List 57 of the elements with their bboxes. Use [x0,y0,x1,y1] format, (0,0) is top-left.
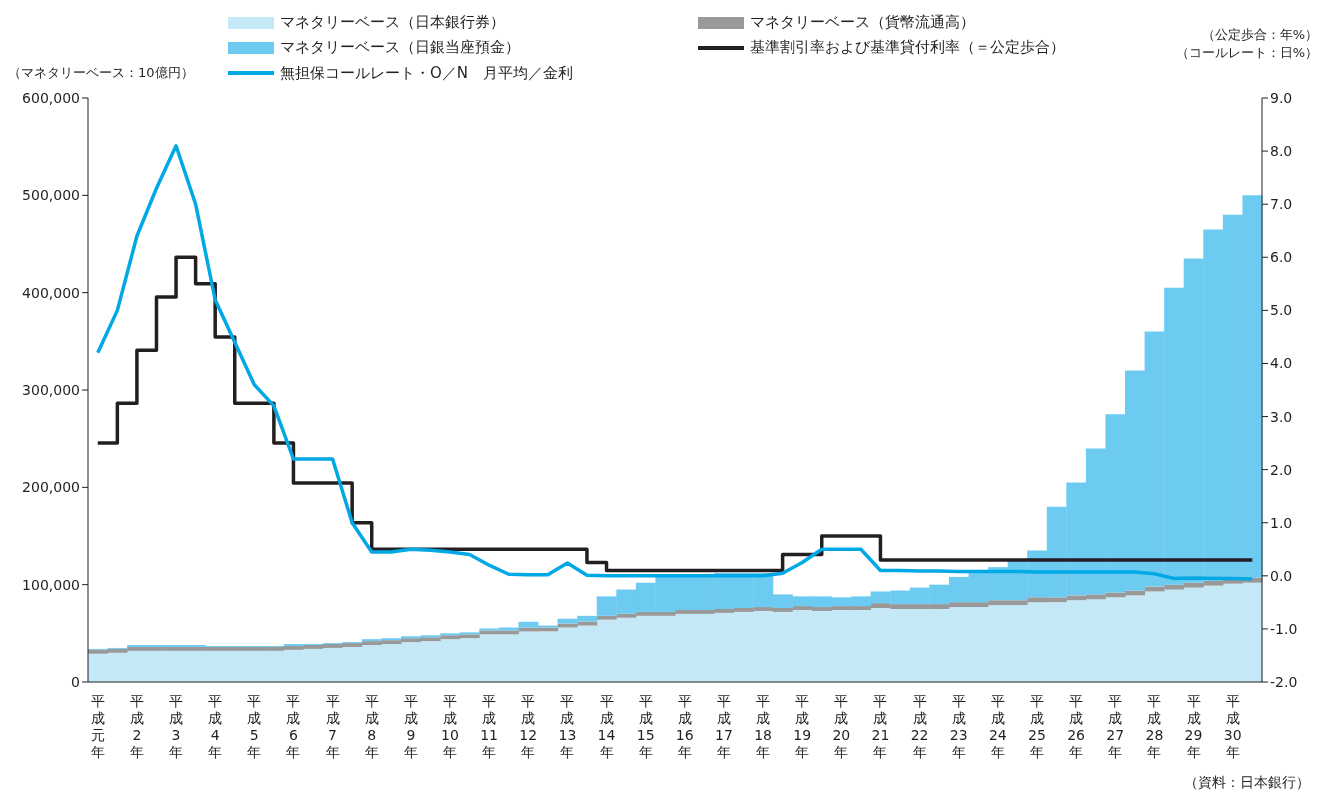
x-tick-label: 平成6年 [286,693,301,760]
y2-tick-label: 3.0 [1270,408,1293,425]
x-tick-label: 平成20年 [832,693,851,760]
y-tick-label: 200,000 [22,479,80,496]
x-tick-label: 平成8年 [364,693,379,760]
x-tick-label: 平成14年 [597,693,616,760]
y2-tick-label: 9.0 [1270,89,1293,106]
x-tick-label: 平成30年 [1223,693,1242,760]
y2-tick-label: 6.0 [1270,249,1293,266]
x-tick-label: 平成26年 [1067,693,1086,760]
legend-label: マネタリーベース（貨幣流通高） [750,13,975,33]
y-tick-label: 500,000 [22,187,80,204]
y-tick-label: 600,000 [22,89,80,106]
x-tick-label: 平成17年 [715,693,733,760]
x-tick-label: 平成15年 [636,693,655,760]
legend-label: 無担保コールレート・O／N 月平均／金利 [280,63,574,83]
x-tick-label: 平成24年 [988,693,1007,760]
x-tick-label: 平成7年 [325,693,340,760]
x-tick-label: 平成10年 [441,693,459,760]
x-tick-label: 平成5年 [247,693,262,760]
x-tick-label: 平成29年 [1184,693,1203,760]
y2-tick-label: 8.0 [1270,143,1293,160]
x-tick-label: 平成3年 [169,693,184,760]
y-tick-label: 300,000 [22,381,80,398]
legend-label: マネタリーベース（日銀当座預金） [280,38,520,58]
x-tick-label: 平成9年 [403,693,418,760]
x-tick-label: 平成21年 [871,693,890,760]
x-tick-label: 平成元年 [90,693,105,760]
x-tick-label: 平成2年 [129,693,144,760]
y-tick-label: 400,000 [22,284,80,301]
x-tick-label: 平成19年 [793,693,812,760]
y2-tick-label: -1.0 [1270,620,1298,637]
x-tick-label: 平成25年 [1028,693,1046,760]
x-tick-label: 平成23年 [949,693,968,760]
x-tick-label: 平成11年 [480,693,499,760]
x-tick-label: 平成12年 [519,693,538,760]
x-tick-label: 平成18年 [754,693,772,760]
x-tick-label: 平成16年 [675,693,694,760]
x-tick-label: 平成28年 [1145,693,1164,760]
y-tick-label: 0 [71,673,80,690]
legend-label: 基準割引率および基準貸付利率（＝公定歩合） [750,38,1065,58]
x-tick-label: 平成27年 [1106,693,1125,760]
y2-tick-label: 1.0 [1270,514,1293,531]
y2-tick-label: 5.0 [1270,302,1293,319]
y2-tick-label: 0.0 [1270,567,1293,584]
y2-tick-label: 4.0 [1270,355,1293,372]
text: （資料：日本銀行） [1183,774,1311,792]
y-axis-title: （マネタリーベース：10億円） [8,64,194,82]
y2-tick-label: 2.0 [1270,461,1293,478]
x-tick-label: 平成4年 [208,693,223,760]
y-tick-label: 100,000 [22,576,80,593]
x-tick-label: 平成22年 [910,693,929,760]
x-tick-label: 平成13年 [558,693,577,760]
y2-tick-label: -2.0 [1270,673,1298,690]
y2-axis-title: （公定歩合：年%）（コールレート：日%） [1175,26,1318,62]
y2-tick-label: 7.0 [1270,196,1293,213]
legend-label: マネタリーベース（日本銀行券） [280,13,505,33]
